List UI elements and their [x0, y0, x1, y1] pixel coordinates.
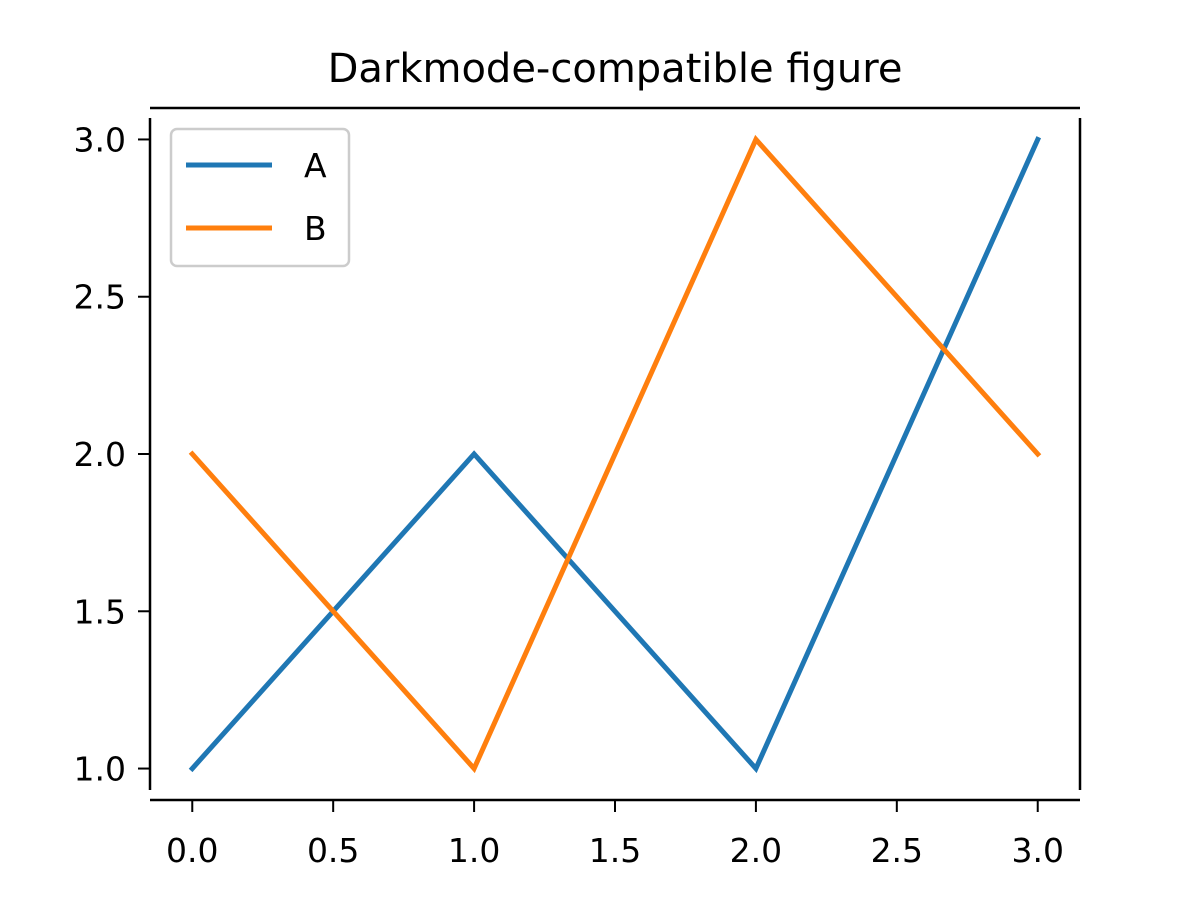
- series-lines: [188, 134, 1042, 774]
- chart-title: Darkmode-compatible figure: [328, 46, 903, 92]
- series-line-b: [188, 134, 1042, 774]
- y-tick-label: 2.5: [74, 278, 126, 317]
- axes: 0.0 0.5 1.0 1.5 2.0 2.5 3.0 1.0 1.5 2.0 2.5 3.0: [74, 106, 1082, 870]
- y-tick-label: 1.0: [74, 750, 126, 789]
- legend: AB: [169, 127, 351, 268]
- x-tick-label: 2.0: [730, 831, 782, 870]
- y-tick-label: 3.0: [74, 120, 126, 159]
- legend-label-b: B: [304, 209, 327, 248]
- x-tick-label: 1.0: [448, 831, 500, 870]
- legend-label-a: A: [304, 146, 327, 185]
- x-tick-label: 1.5: [589, 831, 641, 870]
- x-tick-label: 2.5: [871, 831, 923, 870]
- y-tick-label: 2.0: [74, 435, 126, 474]
- x-tick-label: 3.0: [1011, 831, 1063, 870]
- y-tick-label: 1.5: [74, 592, 126, 631]
- x-tick-label: 0.5: [307, 831, 359, 870]
- x-tick-label: 0.0: [166, 831, 218, 870]
